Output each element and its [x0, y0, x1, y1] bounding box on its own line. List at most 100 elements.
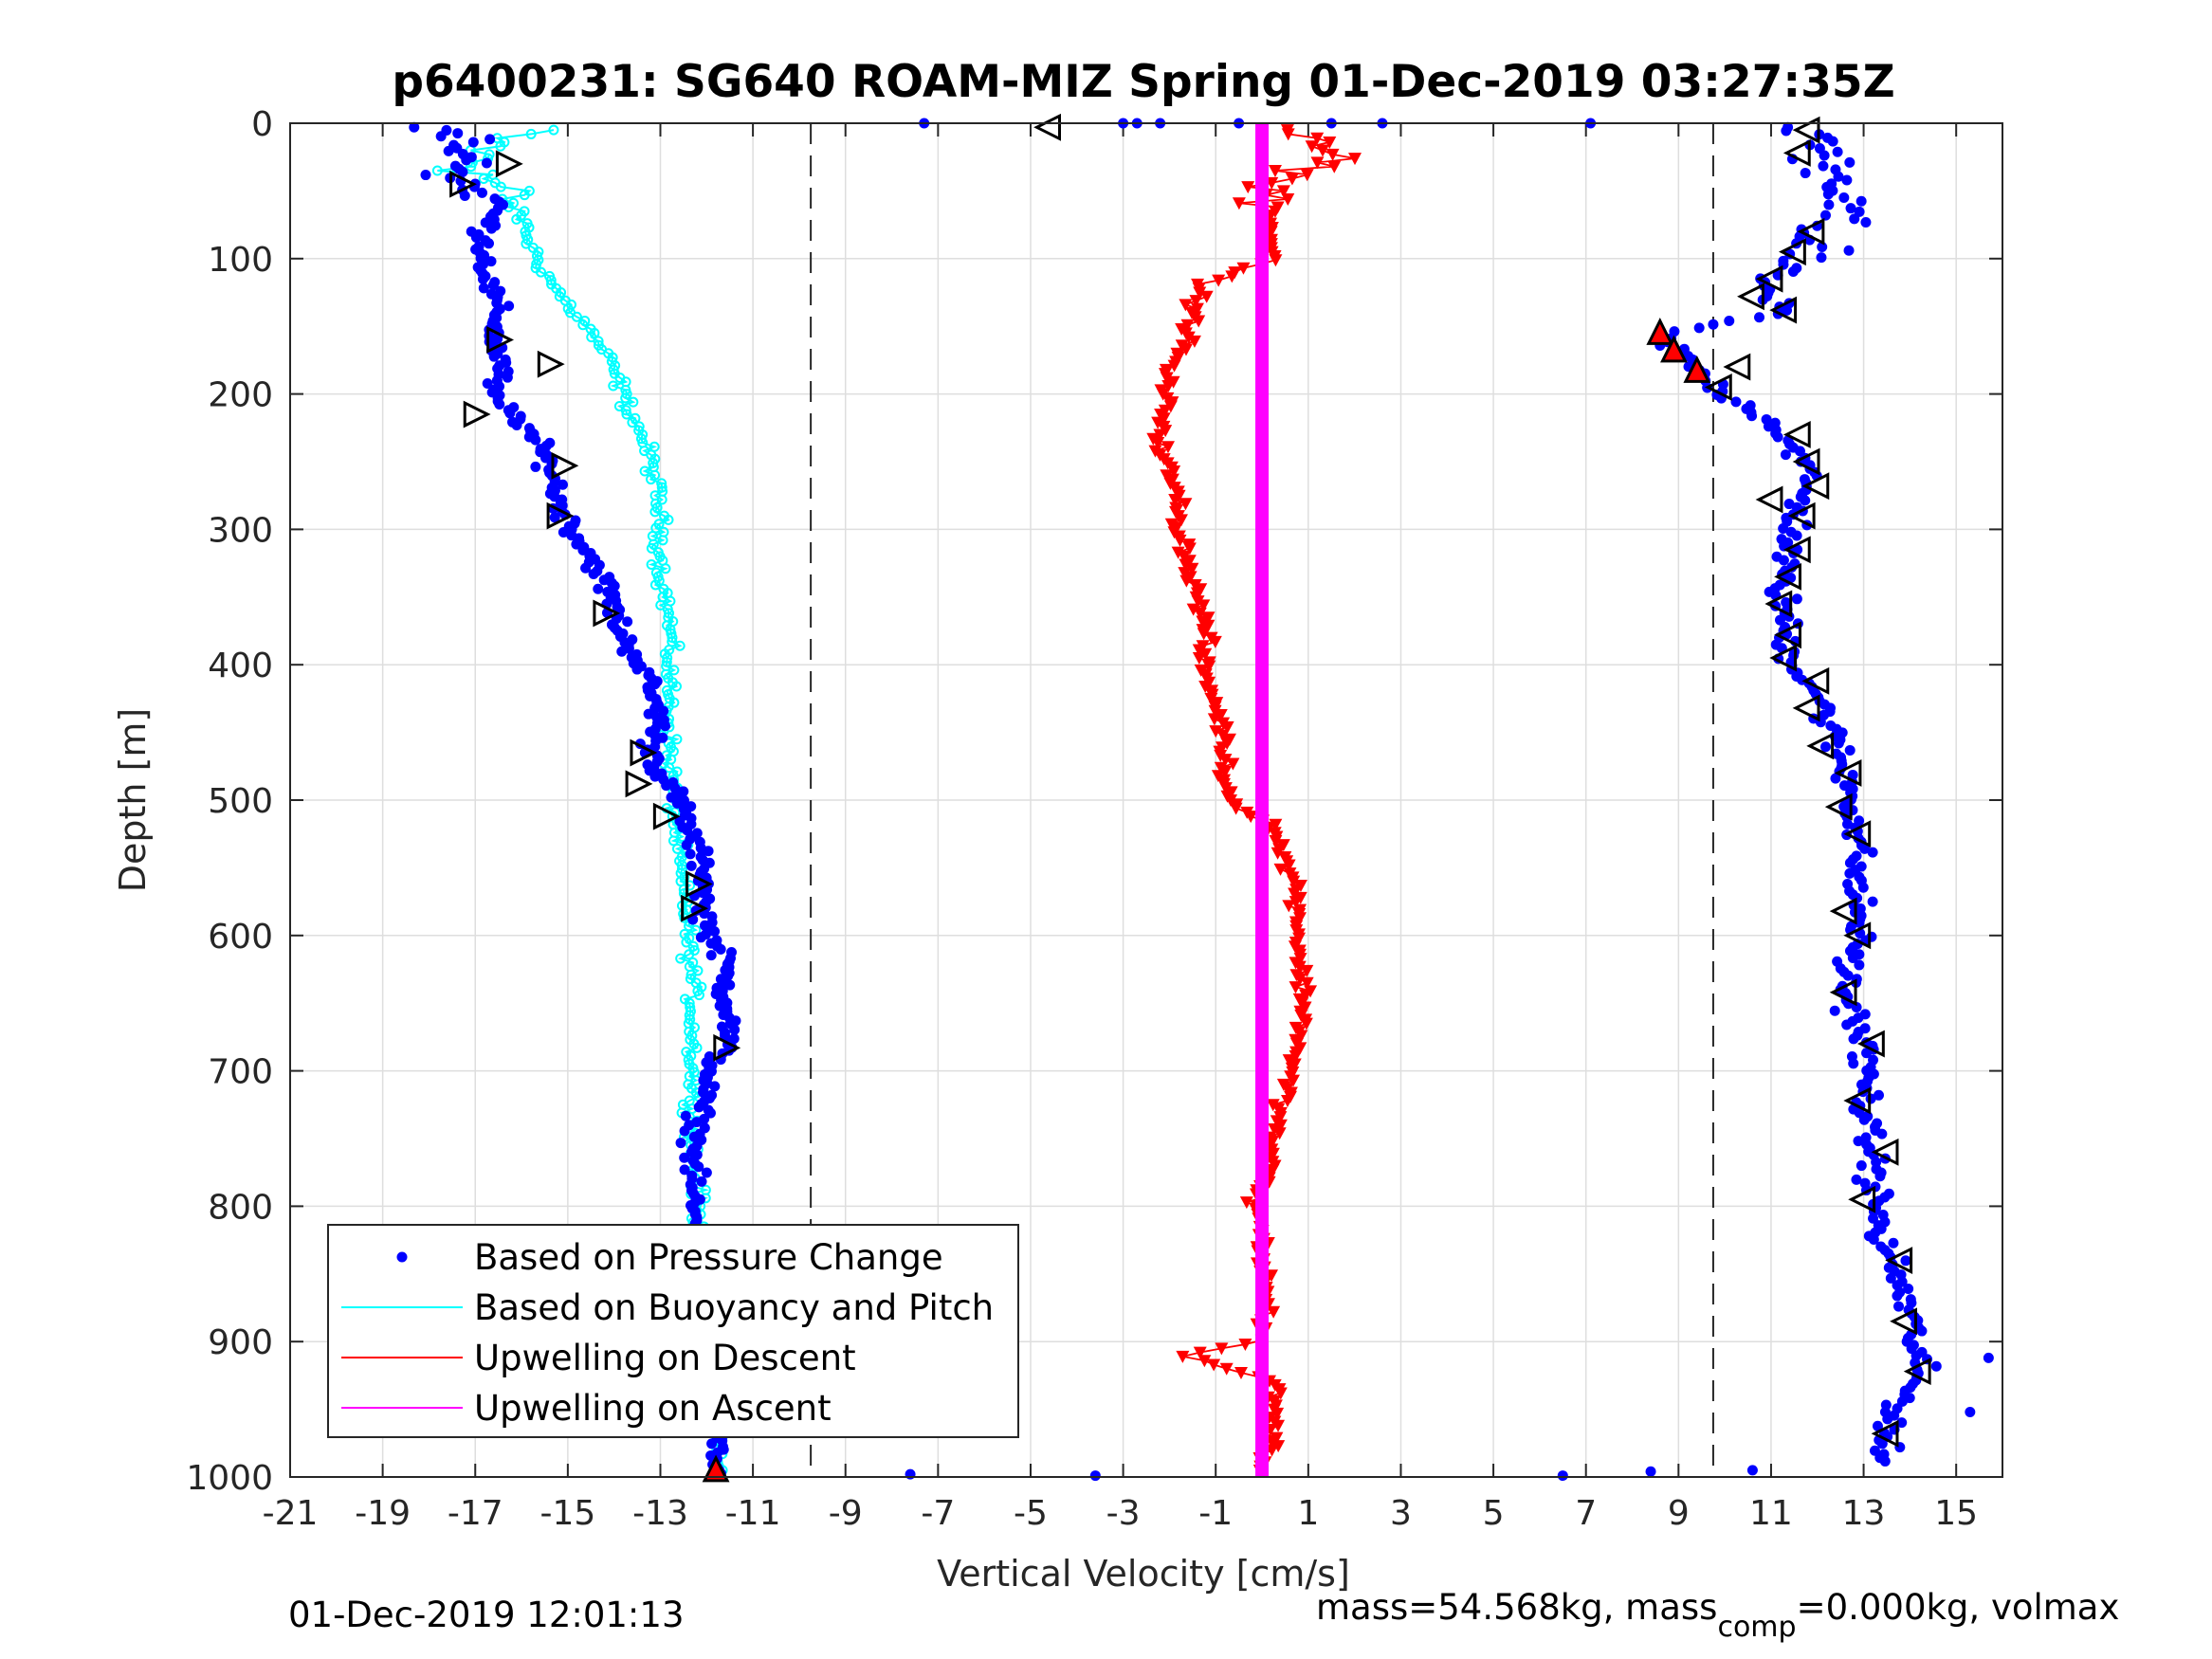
- buoyancy-pitch-point: [690, 924, 702, 936]
- y-tick-label: 1000: [186, 1459, 273, 1498]
- pressure-descent-point: [649, 771, 661, 782]
- pressure-ascent-point: [1780, 449, 1791, 461]
- y-tick-label: 400: [208, 647, 273, 685]
- pressure-ascent-point: [1791, 593, 1802, 605]
- buoyancy-pitch-point: [674, 640, 686, 651]
- buoyancy-pitch-point: [620, 405, 631, 416]
- upwelling-descent-point: [1269, 254, 1283, 267]
- y-axis-label: Depth [m]: [112, 708, 154, 893]
- pressure-descent-point: [658, 705, 669, 717]
- upwelling-descent-point: [1167, 465, 1181, 478]
- upwelling-descent-point: [1193, 1346, 1207, 1359]
- pressure-descent-point: [482, 377, 493, 389]
- upwelling-descent-point: [1193, 286, 1207, 300]
- upwelling-descent-point: [1238, 1339, 1252, 1352]
- upwelling-descent-point: [1299, 989, 1313, 1002]
- x-tick-label: -15: [539, 1494, 595, 1533]
- pressure-descent-point: [622, 616, 633, 628]
- upwelling-descent-point: [1289, 896, 1303, 909]
- ascent-marker-triangle: [1801, 472, 1830, 501]
- upwelling-descent-point: [1201, 611, 1216, 625]
- pressure-descent-point: [679, 1164, 690, 1176]
- ascent-marker-triangle: [1787, 501, 1816, 530]
- pressure-descent-point: [698, 1086, 709, 1098]
- pressure-ascent-point: [1859, 843, 1871, 854]
- pressure-ascent-point: [1849, 213, 1860, 225]
- x-tick-label: 11: [1749, 1494, 1793, 1533]
- ascent-marker-triangle: [1769, 296, 1798, 324]
- pressure-descent-point: [679, 1152, 690, 1163]
- pressure-descent-point: [701, 1167, 712, 1178]
- pressure-ascent-point: [1896, 1417, 1908, 1429]
- pressure-descent-point: [709, 1081, 721, 1092]
- pressure-descent-point: [715, 943, 726, 955]
- upwelling-descent-point: [1289, 1049, 1303, 1063]
- upwelling-descent-point: [1177, 550, 1191, 563]
- upwelling-descent-point: [1292, 960, 1307, 974]
- pressure-ascent-point: [1820, 741, 1832, 753]
- upwelling-descent-point: [1244, 811, 1258, 824]
- buoyancy-pitch-point: [675, 953, 686, 964]
- y-tick-label: 800: [208, 1188, 273, 1227]
- pressure-ascent-point: [1693, 322, 1705, 334]
- pressure-descent-point: [483, 238, 494, 249]
- y-tick-label: 200: [208, 376, 273, 415]
- upwelling-descent-point: [1211, 770, 1225, 783]
- pressure-ascent-point: [1892, 1290, 1903, 1302]
- pressure-ascent-point: [1833, 738, 1844, 749]
- pressure-descent-point: [485, 223, 497, 234]
- pressure-descent-point: [609, 580, 620, 592]
- upwelling-descent-point: [1171, 546, 1185, 559]
- pressure-descent-point: [682, 825, 693, 836]
- upwelling-descent-point: [1299, 1017, 1313, 1030]
- pressure-descent-point: [724, 979, 736, 991]
- pressure-ascent-point: [1868, 1212, 1879, 1224]
- ascent-marker-triangle: [1769, 644, 1798, 672]
- upwelling-descent-point: [1198, 647, 1213, 661]
- pressure-ascent-point: [1903, 1284, 1914, 1295]
- ascent-marker-triangle: [1848, 1185, 1876, 1213]
- upwelling-descent-point: [1282, 900, 1296, 913]
- buoyancy-pitch-point: [571, 311, 582, 322]
- upwelling-descent-point: [1196, 615, 1210, 629]
- buoyancy-pitch-point: [646, 559, 657, 571]
- upwelling-descent-point: [1271, 847, 1285, 860]
- pressure-descent-point: [478, 283, 489, 294]
- upwelling-descent-point: [1181, 331, 1196, 344]
- upwelling-descent-point: [1216, 729, 1230, 742]
- x-tick-label: -13: [632, 1494, 688, 1533]
- upwelling-descent-point: [1180, 319, 1195, 332]
- pressure-ascent-point: [1827, 136, 1838, 147]
- upwelling-descent-point: [1234, 1367, 1248, 1380]
- pressure-ascent-point: [1817, 242, 1828, 253]
- upwelling-descent-point: [1207, 1358, 1221, 1372]
- pressure-ascent-point: [1791, 530, 1802, 541]
- buoyancy-pitch-point: [671, 843, 683, 854]
- upwelling-descent-point: [1167, 359, 1181, 373]
- buoyancy-pitch-point: [548, 124, 559, 136]
- buoyancy-pitch-point: [628, 396, 639, 408]
- upwelling-descent-point: [1273, 1119, 1288, 1132]
- legend-box: [327, 1224, 1019, 1438]
- upwelling-descent-point: [1160, 469, 1174, 483]
- upwelling-descent-point: [1178, 567, 1192, 580]
- pressure-descent-point: [452, 128, 464, 139]
- ascent-marker-triangle: [1723, 353, 1751, 381]
- upwelling-descent-point: [1225, 270, 1239, 283]
- pressure-ascent-point: [1819, 210, 1831, 221]
- pressure-ascent-point: [1858, 1114, 1870, 1125]
- upwelling-descent-point: [1286, 1074, 1300, 1087]
- upwelling-descent-point: [1160, 372, 1174, 385]
- upwelling-descent-point: [1151, 437, 1165, 450]
- pressure-ascent-point: [1833, 171, 1844, 182]
- upwelling-descent-point: [1236, 262, 1251, 275]
- upwelling-descent-point: [1288, 887, 1302, 901]
- upwelling-descent-point: [1157, 412, 1171, 426]
- upwelling-descent-point: [1281, 192, 1295, 206]
- upwelling-descent-point: [1280, 1095, 1294, 1108]
- upwelling-descent-point: [1310, 156, 1325, 170]
- legend-swatch-dot: [396, 1251, 408, 1263]
- pressure-descent-point: [435, 131, 447, 142]
- legend-entry: Upwelling on Ascent: [341, 1388, 832, 1429]
- pressure-ascent-point: [1853, 1136, 1864, 1147]
